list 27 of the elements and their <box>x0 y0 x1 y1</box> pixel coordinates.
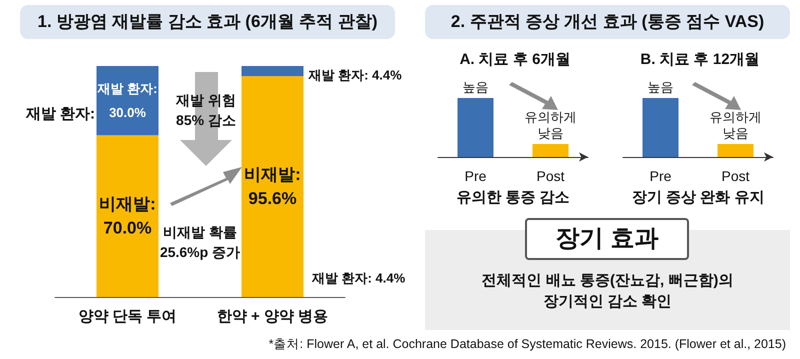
annotation: 재발 환자: 4.4% <box>311 270 406 286</box>
annotation: 높음 <box>648 80 674 94</box>
data-label: 비재발: 70.0% <box>99 194 156 238</box>
annotation: 유의하게 낮음 <box>524 110 576 141</box>
text: 장기 효과 <box>525 218 689 260</box>
x-tick-label: Post <box>721 168 750 184</box>
chart-subtitle: A. 치료 후 6개월 <box>460 51 570 68</box>
chart-title: 2. 주관적 증상 개선 효과 (통증 점수 VAS) <box>425 5 790 39</box>
x-tick-label: Pre <box>464 168 487 184</box>
x-axis-title: 장기 증상 완화 유지 <box>632 189 764 206</box>
x-tick-label: Post <box>536 168 565 184</box>
annotation: 재발 환자: <box>24 106 95 122</box>
x-tick-label: 양약 단독 투여 <box>78 308 177 325</box>
data-label: 비재발: 95.6% <box>244 165 301 208</box>
x-tick-label: 한약 + 양약 병용 <box>216 308 328 325</box>
text: *출처: Flower A, et al. Cochrane Database of Systematic Reviews. 2015. (Flower et al., 2015) <box>268 336 786 353</box>
chart-subtitle: B. 치료 후 12개월 <box>640 51 760 68</box>
annotation: 재발 위험 85% 감소 <box>175 92 236 128</box>
data-label: 재발 환자: 30.0% <box>96 81 158 120</box>
x-tick-label: Pre <box>650 168 672 184</box>
annotation: 비재발 확률 25.6%p 증가 <box>160 224 240 260</box>
chart-title: 1. 방광염 재발률 감소 효과 (6개월 추적 관찰) <box>20 5 395 39</box>
annotation: 높음 <box>462 80 488 94</box>
text: 전체적인 배뇨 통증(잔뇨감, 뻐근함)의 장기적인 감소 확인 <box>480 271 734 312</box>
annotation: 재발 환자: 4.4% <box>308 68 402 82</box>
x-axis-title: 유의한 통증 감소 <box>456 189 570 206</box>
annotation: 유의하게 낮음 <box>710 110 762 141</box>
